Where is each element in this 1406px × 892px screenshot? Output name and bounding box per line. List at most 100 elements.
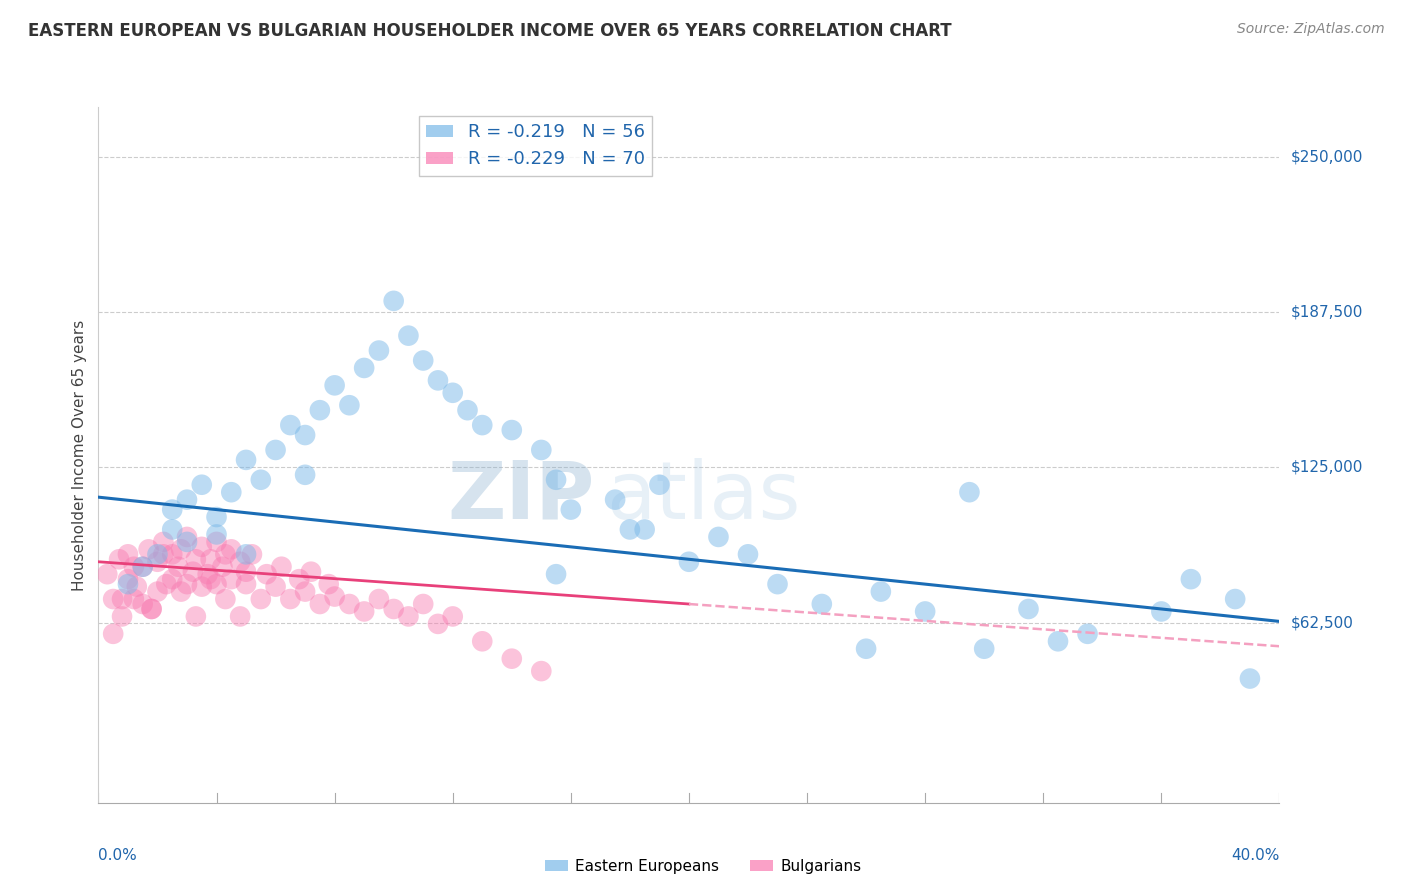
Point [152,547,174,561]
Point [162,572,183,586]
Point [200,552,222,566]
Text: atlas: atlas [606,458,800,536]
Point [1180,572,1202,586]
Point [191,540,214,554]
Point [427,616,450,631]
Point [396,609,419,624]
Point [605,492,627,507]
Point [155,577,177,591]
Point [219,485,242,500]
Text: $250,000: $250,000 [1291,149,1362,164]
Point [619,523,641,537]
Point [96,567,118,582]
Point [368,592,391,607]
Point [211,559,233,574]
Point [1077,627,1099,641]
Point [205,527,228,541]
Point [648,477,671,491]
Point [111,592,134,607]
Y-axis label: Householder Income Over 65 years: Householder Income Over 65 years [72,319,87,591]
Point [138,542,160,557]
Point [235,577,257,591]
Point [117,577,139,591]
Point [264,442,287,457]
Point [184,609,207,624]
Point [412,353,434,368]
Point [560,502,582,516]
Point [122,559,145,574]
Point [141,602,163,616]
Point [264,580,287,594]
Point [235,453,257,467]
Point [141,602,163,616]
Point [456,403,478,417]
Point [214,592,236,607]
Point [229,555,252,569]
Point [132,559,155,574]
Point [368,343,391,358]
Point [132,559,155,574]
Point [111,609,134,624]
Point [471,634,494,648]
Point [1017,602,1039,616]
Point [309,403,332,417]
Point [337,597,360,611]
Point [181,565,204,579]
Point [200,572,222,586]
Point [1046,634,1069,648]
Point [382,602,405,616]
Point [869,584,891,599]
Point [162,523,183,537]
Point [299,565,322,579]
Point [353,361,375,376]
Text: $187,500: $187,500 [1291,304,1362,319]
Point [205,534,228,549]
Point [323,590,346,604]
Point [117,572,139,586]
Point [103,592,125,607]
Point [544,567,567,582]
Point [544,473,567,487]
Point [125,580,148,594]
Point [914,605,936,619]
Point [382,293,405,308]
Text: 40.0%: 40.0% [1232,847,1279,863]
Text: 0.0%: 0.0% [98,847,138,863]
Point [176,530,198,544]
Point [170,584,193,599]
Point [250,473,273,487]
Point [270,559,292,574]
Point [288,572,311,586]
Point [122,592,145,607]
Text: EASTERN EUROPEAN VS BULGARIAN HOUSEHOLDER INCOME OVER 65 YEARS CORRELATION CHART: EASTERN EUROPEAN VS BULGARIAN HOUSEHOLDE… [28,22,952,40]
Point [205,577,228,591]
Point [441,385,464,400]
Point [1150,605,1173,619]
Text: ZIP: ZIP [447,458,595,536]
Point [219,542,242,557]
Point [530,442,553,457]
Point [235,565,257,579]
Point [103,627,125,641]
Point [278,592,302,607]
Point [170,542,193,557]
Point [855,641,877,656]
Point [146,584,169,599]
Point [737,547,759,561]
Point [973,641,995,656]
Point [205,510,228,524]
Point [441,609,464,624]
Point [235,547,257,561]
Legend: Eastern Europeans, Bulgarians: Eastern Europeans, Bulgarians [538,853,868,880]
Point [256,567,278,582]
Point [176,534,198,549]
Point [318,577,340,591]
Text: $62,500: $62,500 [1291,615,1354,630]
Text: Source: ZipAtlas.com: Source: ZipAtlas.com [1237,22,1385,37]
Point [240,547,263,561]
Point [219,572,242,586]
Text: $125,000: $125,000 [1291,460,1362,475]
Point [501,423,523,437]
Point [353,605,375,619]
Point [309,597,332,611]
